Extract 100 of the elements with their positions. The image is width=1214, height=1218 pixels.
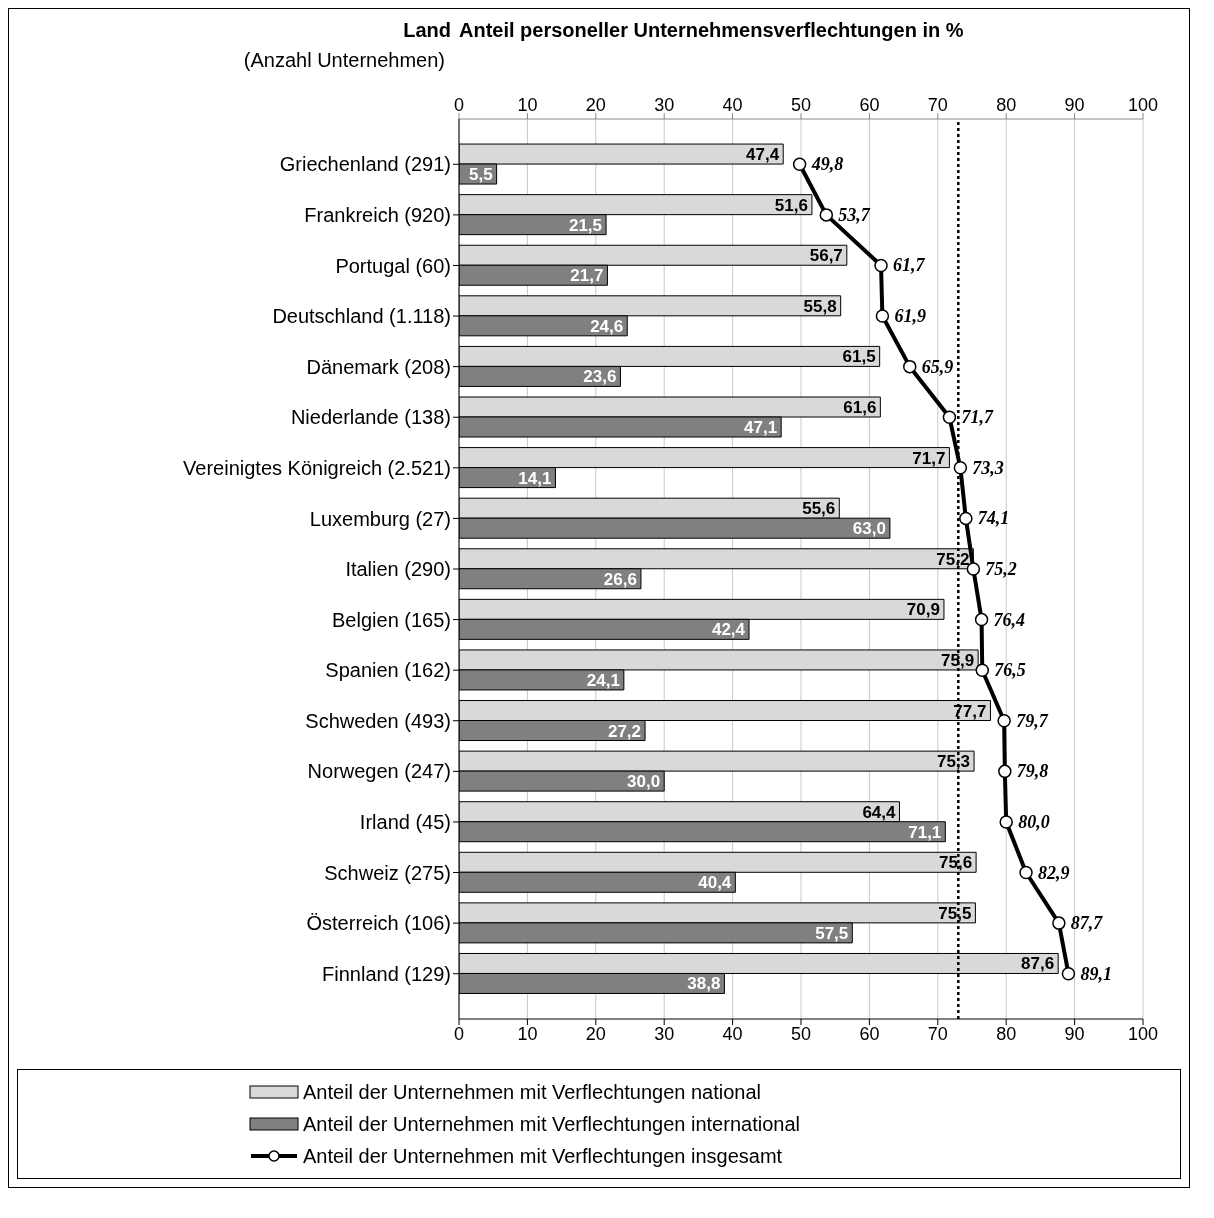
x2-tick-label: 10 <box>517 1023 538 1044</box>
point <box>953 461 968 475</box>
x-tick-label: 0 <box>453 95 465 115</box>
data-label: 64,4 <box>862 802 897 822</box>
data-label: 57,5 <box>815 923 849 943</box>
data-label: 75,3 <box>936 752 971 772</box>
data-label: 71,7 <box>961 407 994 428</box>
y-axis-title: Land <box>403 19 451 42</box>
data-label: 49,8 <box>810 154 844 175</box>
x-tick-label: 80 <box>996 95 1017 115</box>
point <box>874 258 888 273</box>
data-label: 80,0 <box>1018 811 1050 832</box>
y-tick-label: Griechenland (291) <box>279 153 451 176</box>
data-label: 65,9 <box>921 356 954 377</box>
data-label: 75,6 <box>939 853 973 873</box>
x-tick-label: 20 <box>585 95 606 115</box>
data-label: 87,7 <box>1070 913 1104 934</box>
data-label: 30,0 <box>627 772 661 792</box>
data-label: 61,6 <box>843 398 877 417</box>
y-tick-label: Frankreich (920) <box>304 203 451 226</box>
y-tick-label: Vereinigtes Königreich (2.521) <box>183 456 451 479</box>
data-label: 47,1 <box>744 418 778 437</box>
x2-tick-label: 100 <box>1127 1023 1159 1044</box>
x2-tick-label: 30 <box>654 1023 675 1044</box>
data-label: 79,8 <box>1016 761 1049 782</box>
data-label: 82,9 <box>1038 862 1070 883</box>
y-tick-label: Deutschland (1.118) <box>272 305 451 328</box>
data-label: 61,9 <box>894 306 926 327</box>
y-tick-label: Finnland (129) <box>322 962 451 985</box>
data-label: 5,5 <box>468 165 493 185</box>
x2-axis-title: Anteil personeller Unternehmensverflechtungen in % <box>459 19 964 42</box>
data-label: 24,6 <box>590 316 624 336</box>
point <box>1061 966 1076 981</box>
x2-tick-label: 40 <box>722 1023 743 1044</box>
data-label: 76,5 <box>994 660 1026 681</box>
data-label: 21,7 <box>570 266 604 286</box>
x-tick-label: 70 <box>927 95 948 115</box>
data-label: 70,9 <box>906 600 940 620</box>
y-tick-label: Österreich (106) <box>306 912 451 935</box>
data-label: 51,6 <box>774 195 808 215</box>
point <box>959 511 973 526</box>
y-tick-label: Irland (45) <box>359 811 451 834</box>
data-label: 38,8 <box>687 974 721 994</box>
y-tick-label: Schweiz (275) <box>324 861 451 884</box>
x-tick-label: 100 <box>1127 95 1159 115</box>
x-tick-label: 40 <box>722 95 743 115</box>
data-label: 26,6 <box>603 569 637 589</box>
y-tick-label: Schweden (493) <box>305 709 451 732</box>
data-label: 53,7 <box>838 204 871 225</box>
data-label: 61,7 <box>893 255 926 276</box>
point <box>819 208 834 222</box>
data-label: 61,5 <box>842 347 876 367</box>
x-tick-label: 90 <box>1064 95 1085 115</box>
x2-tick-label: 60 <box>859 1023 880 1044</box>
data-label: 89,1 <box>1080 963 1112 984</box>
text: (Anzahl Unternehmen) <box>243 49 445 72</box>
data-label: 76,4 <box>993 609 1026 630</box>
x2-tick-label: 70 <box>927 1023 948 1044</box>
data-label: 73,3 <box>972 457 1004 478</box>
data-label: 23,6 <box>583 367 617 387</box>
y-tick-label: Luxemburg (27) <box>309 507 451 530</box>
data-label: 75,9 <box>941 650 975 670</box>
point <box>875 309 890 323</box>
point <box>974 612 989 627</box>
data-label: 75,2 <box>985 559 1017 579</box>
x2-tick-label: 50 <box>790 1023 812 1044</box>
y-tick-label: Italien (290) <box>345 558 451 581</box>
data-label: 77,7 <box>953 701 987 721</box>
point <box>975 663 990 677</box>
data-label: 24,1 <box>586 670 620 690</box>
data-label: 75,5 <box>938 903 972 923</box>
data-label: 71,7 <box>912 448 946 468</box>
y-tick-label: Niederlande (138) <box>290 406 451 429</box>
legend-label: Anteil der Unternehmen mit Verflechtungen insgesamt <box>303 1144 783 1168</box>
x2-tick-label: 20 <box>585 1023 606 1044</box>
point <box>942 410 957 424</box>
data-label: 27,2 <box>607 721 642 741</box>
x2-tick-label: 80 <box>996 1023 1017 1044</box>
legend-label: Anteil der Unternehmen mit Verflechtungen international <box>303 1112 800 1136</box>
data-label: 14,1 <box>518 468 552 488</box>
y-tick-label: Dänemark (208) <box>306 355 451 378</box>
data-label: 42,4 <box>711 620 746 640</box>
data-label: 21,5 <box>568 215 603 235</box>
y-tick-label: Spanien (162) <box>325 659 451 682</box>
data-label: 75,2 <box>936 549 970 569</box>
y-tick-label: Portugal (60) <box>335 254 451 277</box>
data-label: 55,8 <box>803 296 837 316</box>
data-label: 87,6 <box>1021 954 1055 974</box>
data-label: 40,4 <box>698 873 732 893</box>
point <box>999 815 1013 829</box>
point <box>1052 916 1066 930</box>
x2-tick-label: 0 <box>453 1023 465 1044</box>
data-label: 79,7 <box>1016 710 1049 731</box>
x-tick-label: 30 <box>654 95 675 115</box>
x-tick-label: 60 <box>859 95 880 115</box>
point <box>903 359 917 374</box>
data-label: 55,6 <box>802 499 836 519</box>
data-label: 74,1 <box>977 508 1010 529</box>
x-tick-label: 50 <box>790 95 812 115</box>
point <box>792 157 807 172</box>
